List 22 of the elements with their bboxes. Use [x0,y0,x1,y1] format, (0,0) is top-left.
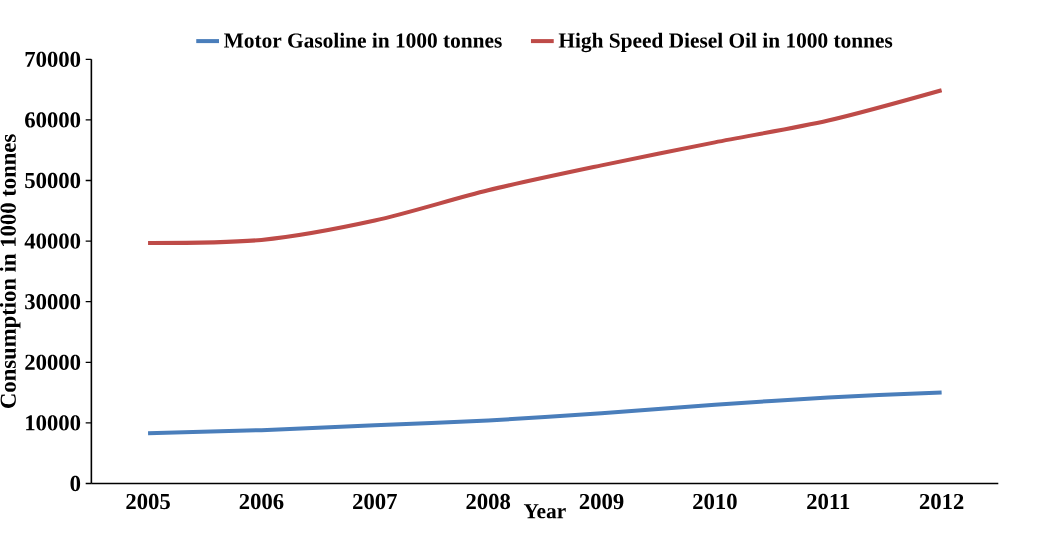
legend-label: High Speed Diesel Oil in 1000 tonnes [558,32,893,52]
y-tick-label: 0 [70,475,81,491]
x-tick-label: 2009 [579,493,624,509]
y-axis-title: Consumption in 1000 tonnes [0,134,21,408]
x-axis-title: Year [523,503,566,519]
x-tick-label: 2006 [239,493,284,509]
x-tick-label: 2007 [353,493,397,509]
x-tick-label: 2008 [466,493,511,509]
x-tick-label: 2010 [693,493,737,509]
y-tick-label: 70000 [25,51,81,67]
y-tick-label: 50000 [25,172,81,188]
y-tick-label: 40000 [24,233,81,249]
x-tick-label: 2005 [126,493,170,509]
x-tick-label: 2012 [919,493,964,509]
y-tick-label: 10000 [26,414,81,431]
y-tick-label: 20000 [25,354,81,370]
line-series [146,88,944,245]
x-tick-label: 2011 [807,493,850,509]
y-tick-label: 30000 [25,293,81,310]
legend-label: Motor Gasoline in 1000 tonnes [224,32,502,48]
line-series [146,390,944,435]
y-tick-label: 60000 [25,112,81,128]
